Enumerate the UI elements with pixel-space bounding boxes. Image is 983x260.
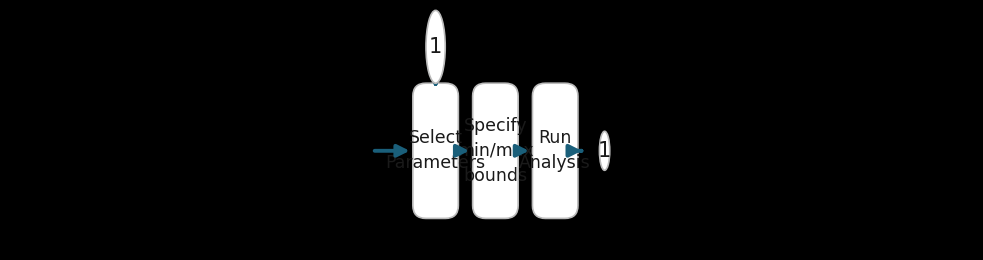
Text: 1: 1 — [429, 37, 442, 57]
Text: Select
Parameters: Select Parameters — [385, 129, 486, 172]
Text: Specify
min/max
bounds: Specify min/max bounds — [457, 117, 534, 185]
Ellipse shape — [426, 10, 445, 83]
FancyBboxPatch shape — [533, 83, 578, 218]
Text: Run
Analysis: Run Analysis — [519, 129, 591, 172]
FancyBboxPatch shape — [473, 83, 518, 218]
Ellipse shape — [600, 131, 609, 170]
FancyBboxPatch shape — [413, 83, 458, 218]
Text: 1: 1 — [598, 141, 611, 161]
